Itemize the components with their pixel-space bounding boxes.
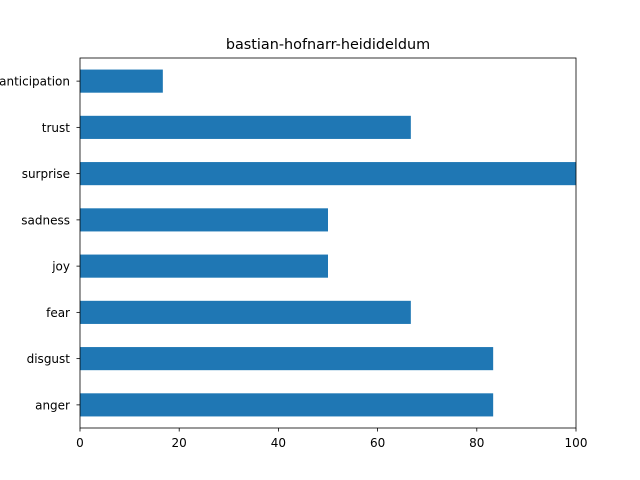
- bar-surprise: [80, 162, 576, 186]
- y-tick-label: surprise: [22, 167, 70, 181]
- y-tick-label: trust: [42, 121, 70, 135]
- x-tick-label: 100: [565, 436, 588, 450]
- x-tick-label: 60: [370, 436, 385, 450]
- y-tick-label: disgust: [27, 352, 71, 366]
- x-tick-label: 40: [271, 436, 286, 450]
- y-tick-label: anticipation: [0, 75, 70, 89]
- bar-fear: [80, 300, 411, 324]
- chart-title: bastian-hofnarr-heidideldum: [226, 37, 430, 53]
- bar-joy: [80, 254, 328, 278]
- bar-trust: [80, 115, 411, 139]
- y-tick-label: fear: [46, 306, 70, 320]
- bars-layer: [80, 69, 576, 417]
- ticks-layer: anger disgust fear joy sadness surprise trust a…: [0, 75, 587, 450]
- bar-disgust: [80, 347, 494, 371]
- y-tick-label: sadness: [21, 213, 70, 227]
- bar-anger: [80, 393, 494, 417]
- y-tick-label: joy: [51, 260, 70, 274]
- x-tick-label: 20: [172, 436, 187, 450]
- y-tick-label: anger: [35, 398, 70, 412]
- x-tick-label: 0: [76, 436, 84, 450]
- bar-sadness: [80, 208, 328, 232]
- bar-anticipation: [80, 69, 163, 93]
- plot-frame: [79, 57, 577, 429]
- x-tick-label: 80: [469, 436, 484, 450]
